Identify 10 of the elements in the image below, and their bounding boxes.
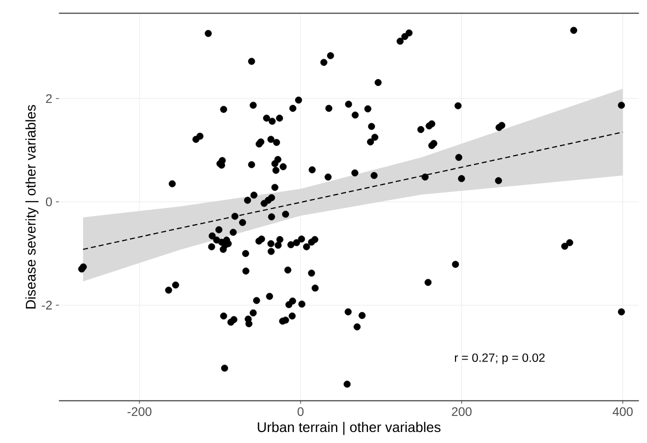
x-tick-label: -200 [128,407,152,416]
x-tick-label: 0 [298,407,304,416]
y-axis-title: Disease severity | other variables [25,104,38,308]
x-axis-title: Urban terrain | other variables [258,422,440,435]
annotation: r = 0.27; p = 0.02 [454,353,545,364]
y-tick-label: 0 [46,197,52,206]
x-tick-label: 400 [612,407,633,416]
x-tick-label: 200 [452,407,472,416]
y-tick-label: -2 [42,300,52,310]
y-tick-label: 2 [46,94,52,103]
